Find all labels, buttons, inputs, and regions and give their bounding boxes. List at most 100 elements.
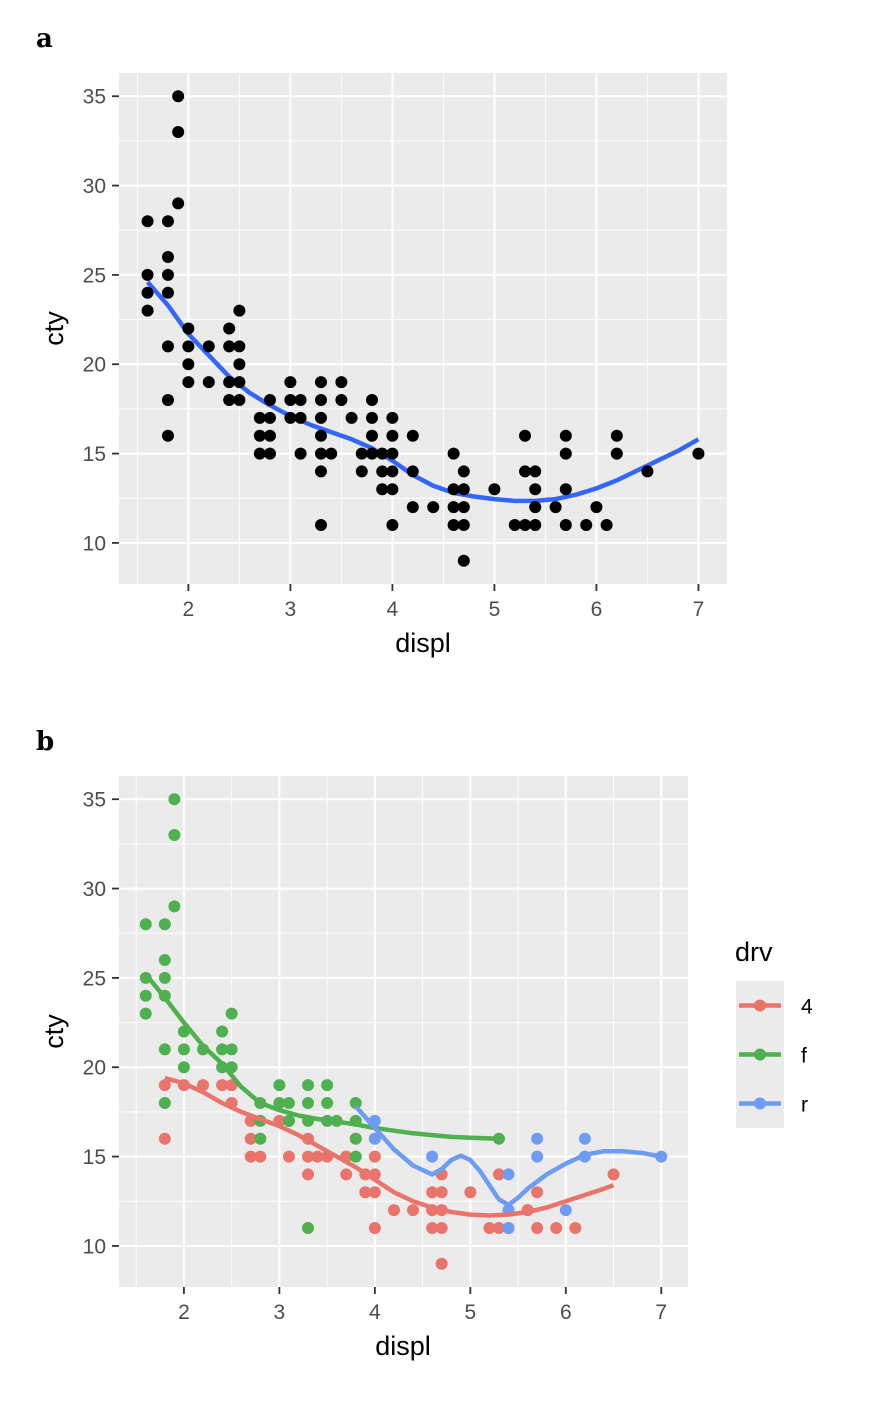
data-point bbox=[559, 447, 572, 460]
data-point bbox=[172, 125, 185, 138]
data-point bbox=[406, 429, 419, 442]
data-point bbox=[253, 411, 266, 424]
data-point-4 bbox=[550, 1222, 563, 1235]
plot-b-axes: 2 3 4 5 6 7 10 15 20 25 30 35 bbox=[83, 789, 667, 1324]
data-point bbox=[355, 465, 368, 478]
data-point bbox=[386, 483, 399, 496]
data-point bbox=[610, 447, 623, 460]
data-point bbox=[519, 465, 532, 478]
data-point bbox=[233, 393, 246, 406]
data-point bbox=[314, 429, 327, 442]
data-point bbox=[294, 411, 307, 424]
panel-a-tag: a bbox=[36, 24, 53, 54]
data-point bbox=[559, 483, 572, 496]
data-point-f bbox=[177, 1061, 190, 1074]
data-point bbox=[447, 447, 460, 460]
data-point-f bbox=[158, 954, 171, 967]
data-point bbox=[314, 519, 327, 532]
data-point bbox=[182, 358, 195, 371]
smooth-line-f bbox=[143, 972, 500, 1141]
plot-b-background bbox=[119, 776, 688, 1287]
data-point-4 bbox=[340, 1168, 353, 1181]
data-point-4 bbox=[254, 1150, 267, 1163]
data-point bbox=[233, 304, 246, 317]
plot-a-points bbox=[141, 90, 705, 567]
data-point bbox=[559, 429, 572, 442]
data-point bbox=[457, 465, 470, 478]
data-point-4 bbox=[244, 1150, 257, 1163]
data-point bbox=[641, 465, 654, 478]
data-point-f bbox=[349, 1150, 362, 1163]
data-point-4 bbox=[569, 1222, 582, 1235]
data-point bbox=[529, 519, 542, 532]
data-point bbox=[233, 358, 246, 371]
data-point bbox=[294, 447, 307, 460]
data-point bbox=[590, 501, 603, 514]
data-point bbox=[519, 519, 532, 532]
data-point-r bbox=[426, 1150, 439, 1163]
plot-b-legend: drv 4 f r bbox=[735, 937, 813, 1128]
x-tick-label: 4 bbox=[369, 1301, 381, 1324]
x-tick-label: 5 bbox=[489, 598, 501, 621]
data-point bbox=[529, 465, 542, 478]
data-point bbox=[457, 483, 470, 496]
data-point-f bbox=[282, 1114, 295, 1127]
y-tick-label: 35 bbox=[83, 789, 106, 812]
data-point-4 bbox=[607, 1168, 620, 1181]
data-point-f bbox=[158, 918, 171, 931]
legend-key-point-4 bbox=[754, 999, 766, 1012]
data-point bbox=[386, 429, 399, 442]
plot-a-x-axis-title: displ bbox=[395, 628, 451, 658]
data-point-f bbox=[139, 989, 152, 1002]
data-point bbox=[141, 215, 154, 228]
smooth-line-4 bbox=[164, 1075, 615, 1218]
plot-b-x-axis-title: displ bbox=[375, 1331, 431, 1361]
data-point-f bbox=[177, 1043, 190, 1056]
data-point-4 bbox=[302, 1168, 315, 1181]
data-point bbox=[692, 447, 705, 460]
data-point bbox=[202, 376, 215, 389]
plot-a-background bbox=[119, 73, 727, 584]
data-point-4 bbox=[311, 1150, 324, 1163]
x-tick-label: 2 bbox=[178, 1301, 190, 1324]
data-point bbox=[447, 519, 460, 532]
y-tick-label: 20 bbox=[83, 1057, 106, 1080]
data-point-4 bbox=[426, 1186, 439, 1199]
data-point bbox=[161, 268, 174, 281]
data-point-4 bbox=[492, 1222, 505, 1235]
data-point-4 bbox=[244, 1132, 257, 1145]
panel-a: a 2 3 4 5 6 7 10 15 20 25 30 35 displ cty bbox=[36, 24, 727, 658]
panel-b-tag: b bbox=[36, 727, 54, 757]
data-point bbox=[284, 376, 297, 389]
data-point-f bbox=[168, 793, 181, 806]
data-point bbox=[508, 519, 521, 532]
data-point-f bbox=[302, 1079, 315, 1092]
data-point-4 bbox=[368, 1186, 381, 1199]
data-point bbox=[182, 340, 195, 353]
data-point-r bbox=[578, 1132, 591, 1145]
data-point bbox=[141, 304, 154, 317]
x-tick-label: 6 bbox=[560, 1301, 572, 1324]
data-point bbox=[161, 251, 174, 264]
data-point bbox=[427, 501, 440, 514]
data-point-f bbox=[168, 900, 181, 913]
data-point-4 bbox=[531, 1222, 544, 1235]
y-tick-label: 25 bbox=[83, 264, 106, 287]
data-point-r bbox=[531, 1150, 544, 1163]
legend-label-f: f bbox=[801, 1045, 807, 1068]
legend-label-4: 4 bbox=[801, 996, 813, 1019]
data-point bbox=[457, 501, 470, 514]
data-point bbox=[223, 340, 236, 353]
data-point-f bbox=[158, 971, 171, 984]
data-point bbox=[386, 447, 399, 460]
data-point-f bbox=[254, 1132, 267, 1145]
data-point bbox=[263, 447, 276, 460]
data-point bbox=[376, 447, 389, 460]
data-point-f bbox=[139, 918, 152, 931]
data-point bbox=[263, 393, 276, 406]
plot-b-y-axis-title: cty bbox=[39, 1014, 69, 1049]
data-point-4 bbox=[387, 1204, 400, 1217]
data-point bbox=[600, 519, 613, 532]
data-point-r bbox=[531, 1132, 544, 1145]
data-point bbox=[182, 376, 195, 389]
